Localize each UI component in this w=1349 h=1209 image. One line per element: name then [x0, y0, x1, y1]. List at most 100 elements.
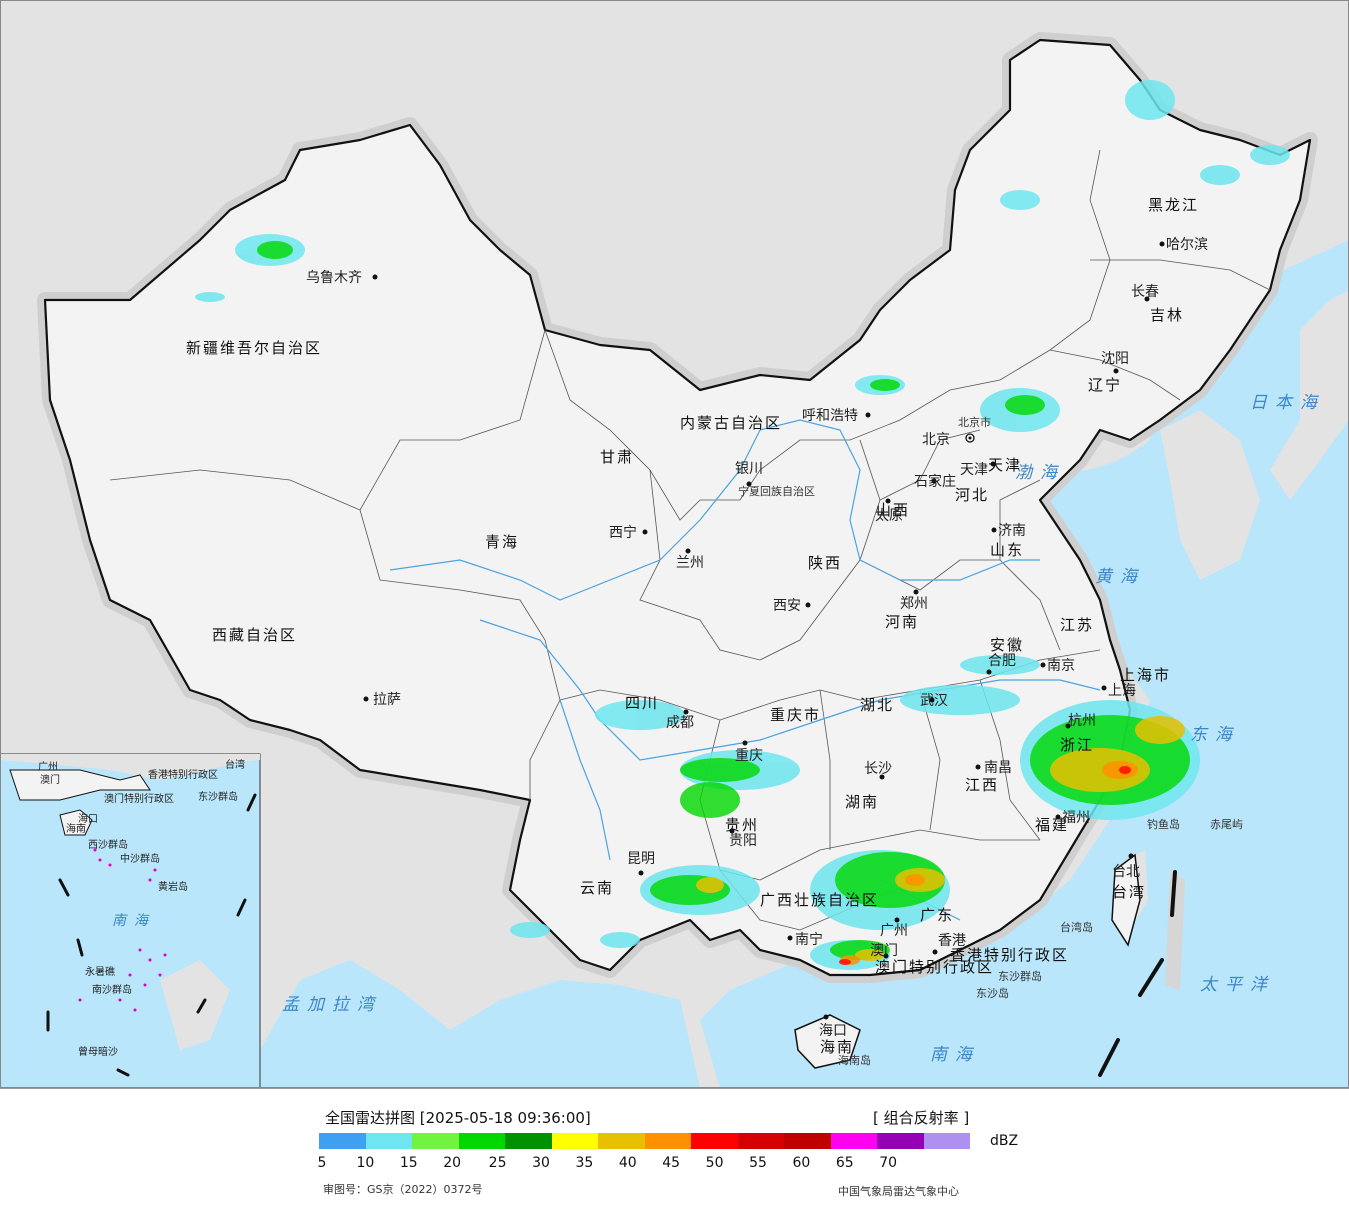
sea-labels: 日本海 渤海 黄海 东海 太平洋 南海 孟加拉湾: [282, 393, 1325, 1065]
city-dot: [787, 935, 793, 941]
city-wuhan: 武汉: [920, 693, 948, 709]
label-yunnan: 云南: [580, 879, 614, 897]
inset-zhongsha: 中沙群岛: [120, 852, 160, 865]
city-changchun: 长春: [1131, 284, 1159, 300]
legend-color-bar: [319, 1133, 970, 1149]
city-fuzhou: 福州: [1062, 810, 1090, 826]
sea-japan: 日本海: [1250, 393, 1325, 413]
legend-swatch: [923, 1133, 970, 1149]
sea-south: 南海: [930, 1045, 980, 1065]
sea-bohai: 渤海: [1015, 463, 1065, 483]
city-dot: [1065, 723, 1071, 729]
label-gansu: 甘肃: [600, 448, 634, 466]
label-hongkong-sar: 香港特别行政区: [950, 946, 1069, 964]
inset-haikou: 海口: [78, 812, 98, 825]
label-shandong: 山东: [990, 541, 1024, 559]
inset-macao-sar: 澳门特别行政区: [104, 792, 174, 805]
city-dot: [865, 412, 871, 418]
national-border: [43, 38, 1312, 977]
sea-bengal: 孟加拉湾: [282, 995, 382, 1015]
city-guiyang: 贵阳: [729, 833, 757, 849]
radar-map: 新疆维吾尔自治区 西藏自治区 青海 甘肃 内蒙古自治区 四川 云南 贵州 广西壮…: [0, 0, 1349, 1088]
city-kunming: 昆明: [627, 851, 655, 867]
inset-yongshu: 永暑礁: [85, 965, 115, 978]
legend-product: [ 组合反射率 ]: [873, 1109, 970, 1127]
label-sichuan: 四川: [625, 694, 659, 712]
legend-swatch: [458, 1133, 505, 1149]
city-harbin: 哈尔滨: [1166, 237, 1208, 253]
city-dot: [729, 828, 735, 834]
legend-tick-label: 45: [662, 1155, 681, 1171]
label-neimenggu: 内蒙古自治区: [680, 414, 782, 432]
city-dot: [1101, 685, 1107, 691]
city-changsha: 长沙: [864, 761, 892, 777]
label-shanghai-municipality: 上海市: [1120, 666, 1171, 684]
approval-number: 审图号：GS京（2022）0372号: [323, 1183, 483, 1196]
city-chengdu: 成都: [666, 715, 694, 731]
legend-tick-label: 25: [488, 1155, 507, 1171]
city-dot: [932, 949, 938, 955]
label-guangdong: 广东: [920, 906, 954, 924]
city-dot: [1144, 296, 1150, 302]
city-dot: [929, 697, 935, 703]
label-beijing-municipality: 北京市: [958, 415, 991, 429]
city-haikou: 海口: [819, 1023, 847, 1039]
city-taiyuan: 太原: [875, 508, 903, 524]
city-shanghai: 上海: [1108, 683, 1136, 699]
legend-swatch: [412, 1133, 459, 1149]
label-shaanxi: 陕西: [808, 554, 842, 572]
city-dot: [1159, 241, 1165, 247]
city-zhengzhou: 郑州: [900, 596, 928, 612]
inset-hk-sar: 香港特别行政区: [148, 768, 218, 781]
province-borders: [109, 149, 1271, 931]
legend-tick-label: 50: [705, 1155, 724, 1171]
label-tianjin-municipality: 天津: [988, 456, 1022, 474]
hainan-island: [794, 1014, 861, 1069]
label-chongqing-municipality: 重庆市: [770, 706, 821, 724]
city-dot: [685, 548, 691, 554]
legend-tick-label: 20: [443, 1155, 462, 1171]
legend-swatch: [598, 1133, 645, 1149]
china-land: [37, 32, 1318, 1069]
city-jinan: 济南: [998, 523, 1026, 539]
legend-title: 全国雷达拼图 [2025-05-18 09:36:00]: [325, 1109, 591, 1127]
label-hubei: 湖北: [860, 696, 894, 714]
label-ningxia: 宁夏回族自治区: [738, 484, 815, 498]
legend-unit: dBZ: [990, 1133, 1019, 1149]
city-dot: [363, 696, 369, 702]
label-jiangxi: 江西: [965, 776, 999, 794]
inset-zengmu: 曾母暗沙: [78, 1045, 118, 1058]
inset-south-sea: 南海: [112, 913, 156, 929]
city-dot: [805, 602, 811, 608]
legend-swatch: [691, 1133, 738, 1149]
island-dongsha-group: 东沙群岛: [998, 969, 1042, 983]
legend-panel: 全国雷达拼图 [2025-05-18 09:36:00] [ 组合反射率 ] d…: [0, 1088, 1349, 1209]
city-dot: [746, 481, 752, 487]
island-dongsha: 东沙岛: [976, 986, 1009, 1000]
inset-xisha: 西沙群岛: [88, 838, 128, 851]
city-dot: [883, 953, 889, 959]
city-dot: [1055, 814, 1061, 820]
city-chongqing: 重庆: [735, 748, 763, 764]
legend-tick-label: 30: [532, 1155, 550, 1171]
capital-marker: [965, 433, 975, 443]
island-chiwei: 赤尾屿: [1210, 818, 1243, 831]
city-xian: 西安: [773, 598, 801, 614]
inset-macao: 澳门: [40, 773, 60, 786]
source-credit: 中国气象局雷达气象中心: [838, 1185, 959, 1198]
city-dot: [823, 1014, 829, 1020]
legend-tick-label: 40: [618, 1155, 637, 1171]
city-macao: 澳门: [870, 943, 898, 959]
city-beijing: 北京: [922, 432, 950, 448]
legend-swatch: [551, 1133, 598, 1149]
island-hainan: 海南岛: [838, 1053, 871, 1067]
city-lhasa: 拉萨: [373, 692, 401, 708]
sea-east: 东海: [1190, 725, 1240, 745]
label-hainan: 海南: [820, 1038, 854, 1056]
city-dot: [885, 498, 891, 504]
city-labels: 乌鲁木齐 拉萨 西宁 兰州 银川 呼和浩特 北京 天津 石家庄 太原 济南 郑州…: [306, 237, 1208, 1039]
city-dot: [931, 478, 937, 484]
city-taipei: 台北: [1112, 864, 1140, 880]
label-shanxi: 山西: [876, 501, 910, 519]
legend-swatch: [319, 1133, 366, 1149]
